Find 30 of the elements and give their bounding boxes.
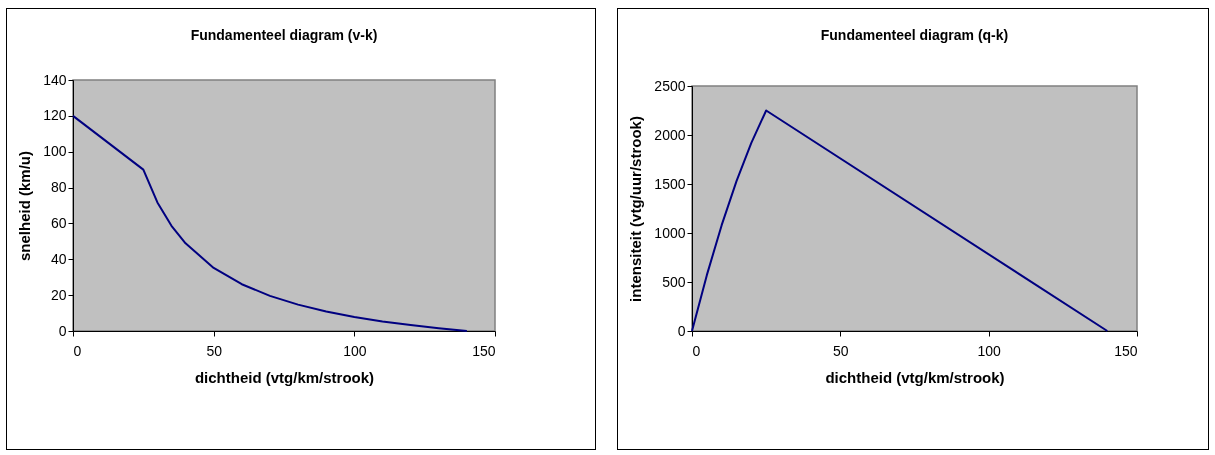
- y-axis-title: intensiteit (vtg/uur/strook): [627, 116, 645, 302]
- chart-title: Fundamenteel diagram (q-k): [820, 27, 1009, 43]
- y-tick-label: 1500: [654, 175, 686, 192]
- x-tick-label: 150: [472, 342, 496, 359]
- line-series: [691, 109, 1109, 332]
- line-series: [72, 114, 468, 332]
- y-tick-label: 0: [58, 322, 67, 339]
- y-tick-label: 20: [50, 286, 67, 303]
- x-axis-title: dichtheid (vtg/km/strook): [194, 368, 375, 386]
- x-tick-label: 0: [692, 342, 701, 359]
- y-tick-label: 60: [50, 214, 67, 231]
- y-tick-label: 140: [43, 71, 67, 88]
- y-tick-label: 1000: [654, 224, 686, 241]
- x-tick-label: 100: [343, 342, 367, 359]
- x-axis-title: dichtheid (vtg/km/strook): [825, 368, 1005, 386]
- x-tick-label: 150: [1114, 342, 1138, 359]
- y-tick-label: 100: [43, 143, 67, 160]
- chart-title: Fundamenteel diagram (v-k): [190, 27, 378, 43]
- y-tick-label: 40: [50, 250, 67, 267]
- y-tick-label: 120: [43, 107, 67, 124]
- x-tick-label: 50: [833, 342, 849, 359]
- y-tick-label: 80: [50, 179, 67, 196]
- y-tick-label: 500: [662, 273, 686, 290]
- x-tick-label: 50: [206, 342, 223, 359]
- x-tick-label: 0: [73, 342, 82, 359]
- y-tick-label: 2000: [654, 126, 686, 143]
- y-axis-title: snelheid (km/u): [16, 150, 34, 262]
- x-tick-label: 100: [977, 342, 1002, 359]
- y-tick-label: 2500: [654, 77, 686, 94]
- y-tick-label: 0: [677, 322, 686, 339]
